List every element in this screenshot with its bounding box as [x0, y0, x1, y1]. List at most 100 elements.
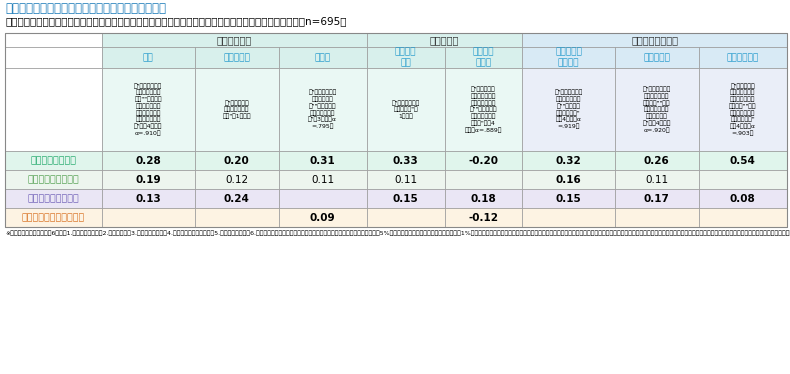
Bar [194, 208, 279, 227]
Text: 0.31: 0.31 [310, 156, 336, 166]
Bar [522, 47, 615, 68]
Text: -0.12: -0.12 [468, 212, 498, 223]
Text: 社内越境のつながり: 社内越境のつながり [28, 175, 79, 184]
Bar [367, 189, 445, 208]
Text: （"有用なアイ
ディアを生み出
した"の1項目）: （"有用なアイ ディアを生み出 した"の1項目） [222, 100, 251, 119]
Bar [698, 170, 787, 189]
Bar [367, 33, 522, 47]
Text: 0.33: 0.33 [393, 156, 419, 166]
Text: 0.24: 0.24 [224, 193, 250, 203]
Text: 0.17: 0.17 [644, 193, 670, 203]
Text: 家族・友人とのつながり: 家族・友人とのつながり [22, 213, 85, 222]
Bar [102, 151, 194, 170]
Text: 0.13: 0.13 [135, 193, 161, 203]
Bar [367, 208, 445, 227]
Text: -0.20: -0.20 [468, 156, 498, 166]
Bar [5, 189, 102, 208]
Bar [5, 33, 787, 227]
Bar [615, 208, 698, 227]
Text: （"この会社の理
念に共感してい
る""この会社
に貢献したい"
など4項目、α
=.919）: （"この会社の理 念に共感してい る""この会社 に貢献したい" など4項目、α… [555, 90, 583, 129]
Text: （"この会社の
メンバーと一緒
に活動すること
が楽しい""この
会社の仲間とい
ると落ち着く"
など4項目、α
=.903）: （"この会社の メンバーと一緒 に活動すること が楽しい""この 会社の仲間とい… [729, 83, 757, 136]
Bar [194, 47, 279, 68]
Bar [615, 189, 698, 208]
Text: （"やりがいを感
じる仕事が進捗
した""仕事に向
かう心が励まさ
れ奮い立つよう
な出来事があっ
た"など4項目、
α=.910）: （"やりがいを感 じる仕事が進捗 した""仕事に向 かう心が励まさ れ奮い立つよ… [134, 83, 163, 136]
Bar [698, 68, 787, 151]
Bar [445, 208, 522, 227]
Bar [445, 170, 522, 189]
Bar [522, 189, 615, 208]
Bar [522, 208, 615, 227]
Bar [367, 151, 445, 170]
Text: 0.12: 0.12 [225, 175, 248, 184]
Bar [194, 151, 279, 170]
Bar [445, 68, 522, 151]
Text: 会社での
孤独感: 会社での 孤独感 [472, 48, 494, 67]
Text: ※仕事生活の変数の測定は6件法（1.よくあてはまる、2.あてはまる、3.ややあてはまる、4.あまりあてはまらない、5.あてはまらない、6.まったくあてはまらない: ※仕事生活の変数の測定は6件法（1.よくあてはまる、2.あてはまる、3.ややあて… [5, 230, 790, 236]
Text: （"自分がこの会
社に役立ってい
ると思う""自分
はこの会社に欠
かせない存在
だ"など4項目、
α=.920）: （"自分がこの会 社に役立ってい ると思う""自分 はこの会社に欠 かせない存在… [642, 86, 671, 132]
Text: 0.28: 0.28 [135, 156, 161, 166]
Text: 会社への
愛着: 会社への 愛着 [395, 48, 416, 67]
Text: 理念共感と
貢献意欲: 理念共感と 貢献意欲 [555, 48, 582, 67]
Bar [5, 68, 102, 151]
Bar [102, 47, 194, 68]
Bar [522, 33, 787, 47]
Bar [445, 47, 522, 68]
Bar [5, 208, 102, 227]
Text: （"所属組織に愛
着を感じる"の
1項目）: （"所属組織に愛 着を感じる"の 1項目） [392, 100, 419, 119]
Text: 0.32: 0.32 [555, 156, 581, 166]
Bar [698, 189, 787, 208]
Bar [5, 151, 102, 170]
Bar [5, 47, 102, 68]
Bar [615, 151, 698, 170]
Bar [522, 151, 615, 170]
Text: 自己有用感: 自己有用感 [643, 53, 670, 62]
Bar [279, 68, 367, 151]
Bar [698, 47, 787, 68]
Bar [522, 170, 615, 189]
Bar [102, 33, 367, 47]
Bar [102, 189, 194, 208]
Bar [194, 68, 279, 151]
Bar [102, 208, 194, 227]
Text: 0.11: 0.11 [311, 175, 334, 184]
Text: 心理的状態: 心理的状態 [430, 35, 459, 45]
Bar [194, 170, 279, 189]
Bar [615, 170, 698, 189]
Text: 0.19: 0.19 [136, 175, 161, 184]
Text: 直近の「１カ月間」を振り返ってお答えください。: 直近の「１カ月間」を振り返ってお答えください。 [5, 2, 166, 15]
Text: 0.11: 0.11 [394, 175, 417, 184]
Bar [698, 151, 787, 170]
Bar [102, 170, 194, 189]
Bar [367, 47, 445, 68]
Text: 社外越境のつながり: 社外越境のつながり [28, 194, 79, 203]
Text: 0.15: 0.15 [393, 193, 419, 203]
Text: 職場内のつながり: 職場内のつながり [31, 156, 77, 165]
Text: 居心地の良さ: 居心地の良さ [727, 53, 759, 62]
Text: 0.08: 0.08 [730, 193, 756, 203]
Bar [445, 151, 522, 170]
Bar [615, 68, 698, 151]
Text: 進捗: 進捗 [143, 53, 154, 62]
Text: 0.09: 0.09 [310, 212, 336, 223]
Bar [367, 68, 445, 151]
Text: 0.54: 0.54 [730, 156, 756, 166]
Text: 0.20: 0.20 [224, 156, 250, 166]
Bar [194, 189, 279, 208]
Bar [279, 151, 367, 170]
Text: 0.16: 0.16 [555, 175, 581, 184]
Bar [279, 47, 367, 68]
Text: 0.26: 0.26 [644, 156, 670, 166]
Bar [445, 189, 522, 208]
Bar [279, 170, 367, 189]
Bar [5, 170, 102, 189]
Bar [615, 47, 698, 68]
Bar [698, 208, 787, 227]
Bar [522, 68, 615, 151]
Text: （"仕事に注力し
て生産的だっ
た""チームのま
とまりに貢献し
た"の3項目、α
=.795）: （"仕事に注力し て生産的だっ た""チームのま とまりに貢献し た"の3項目、… [308, 90, 337, 129]
Text: 仕事上の成果: 仕事上の成果 [216, 35, 252, 45]
Text: 0.18: 0.18 [471, 193, 496, 203]
Bar [5, 33, 102, 47]
Bar [102, 68, 194, 151]
Bar [367, 170, 445, 189]
Text: 0.11: 0.11 [645, 175, 668, 184]
